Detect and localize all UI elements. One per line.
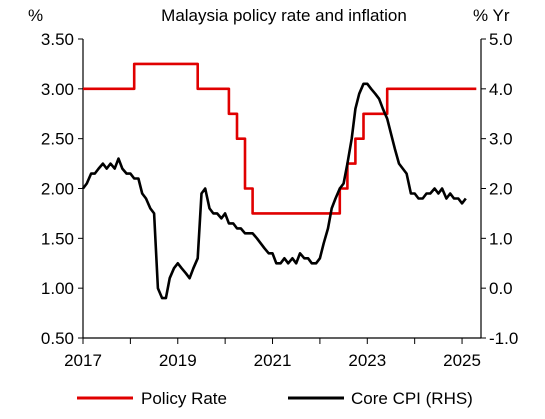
series-line-core-cpi-rhs <box>81 82 467 300</box>
right-y-tick-label: -1.0 <box>489 329 518 348</box>
x-tick-label: 2023 <box>348 351 386 370</box>
series-line-policy-rate <box>83 62 477 215</box>
x-tick-label: 2021 <box>254 351 292 370</box>
legend-label-core-cpi: Core CPI (RHS) <box>351 389 473 408</box>
left-y-tick-label: 3.50 <box>41 30 74 49</box>
right-y-tick-label: 0.0 <box>489 279 513 298</box>
right-y-tick-label: 4.0 <box>489 80 513 99</box>
legend-label-policy-rate: Policy Rate <box>141 389 227 408</box>
x-tick-label: 2025 <box>443 351 481 370</box>
left-y-tick-label: 2.00 <box>41 180 74 199</box>
left-y-tick-label: 3.00 <box>41 80 74 99</box>
right-y-tick-label: 2.0 <box>489 180 513 199</box>
chart-title: Malaysia policy rate and inflation <box>161 6 407 25</box>
left-axis-unit: % <box>28 6 43 25</box>
right-y-tick-label: 1.0 <box>489 229 513 248</box>
x-tick-label: 2019 <box>159 351 197 370</box>
right-y-tick-label: 5.0 <box>489 30 513 49</box>
left-y-tick-label: 0.50 <box>41 329 74 348</box>
left-y-tick-label: 1.00 <box>41 279 74 298</box>
left-y-tick-label: 1.50 <box>41 229 74 248</box>
x-tick-label: 2017 <box>64 351 102 370</box>
left-y-tick-label: 2.50 <box>41 130 74 149</box>
right-axis-unit: % Yr <box>473 6 510 25</box>
right-y-tick-label: 3.0 <box>489 130 513 149</box>
